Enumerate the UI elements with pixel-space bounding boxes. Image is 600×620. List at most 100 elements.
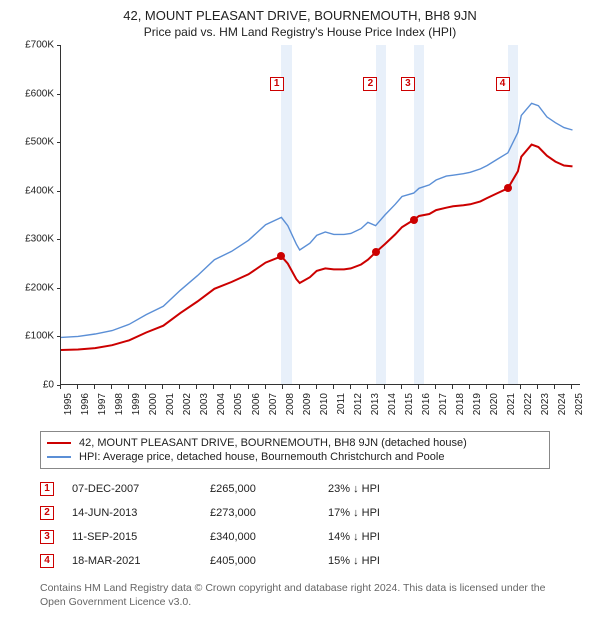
x-tick [554,385,555,389]
x-tick [469,385,470,389]
sale-date: 14-JUN-2013 [72,507,192,519]
x-tick-label: 1999 [131,393,142,415]
y-axis: £0£100K£200K£300K£400K£500K£600K£700K [10,45,58,385]
x-tick [196,385,197,389]
y-tick-label: £500K [25,137,54,148]
legend-swatch [47,456,71,457]
y-tick [57,239,61,240]
x-tick-label: 2023 [540,393,551,415]
line-layer [61,45,581,385]
x-tick-label: 2017 [438,393,449,415]
sale-dot [504,184,512,192]
sale-marker-1: 1 [270,77,284,91]
x-axis: 1995199619971998199920002001200220032004… [60,387,580,427]
x-tick-label: 2002 [182,393,193,415]
y-tick [57,191,61,192]
sale-marker-2: 2 [363,77,377,91]
legend-label: 42, MOUNT PLEASANT DRIVE, BOURNEMOUTH, B… [79,437,467,449]
chart-area: £0£100K£200K£300K£400K£500K£600K£700K 12… [10,45,590,425]
sales-row: 107-DEC-2007£265,00023% ↓ HPI [40,477,550,501]
x-tick-label: 2025 [574,393,585,415]
x-tick-label: 2014 [387,393,398,415]
sale-delta: 17% ↓ HPI [328,507,428,519]
x-tick [486,385,487,389]
x-tick [128,385,129,389]
x-tick-label: 2009 [302,393,313,415]
sale-date: 11-SEP-2015 [72,531,192,543]
x-tick [401,385,402,389]
x-tick-label: 1998 [114,393,125,415]
chart-title: 42, MOUNT PLEASANT DRIVE, BOURNEMOUTH, B… [10,8,590,23]
y-tick-label: £300K [25,234,54,245]
footnote: Contains HM Land Registry data © Crown c… [40,581,550,609]
y-tick-label: £0 [43,380,54,391]
sale-marker-inline: 2 [40,506,54,520]
x-tick [452,385,453,389]
y-tick-label: £200K [25,282,54,293]
x-tick-label: 2012 [353,393,364,415]
x-tick [282,385,283,389]
y-tick-label: £700K [25,40,54,51]
sale-dot [277,252,285,260]
sales-table: 107-DEC-2007£265,00023% ↓ HPI214-JUN-201… [40,477,550,573]
sale-price: £405,000 [210,555,310,567]
sale-delta: 14% ↓ HPI [328,531,428,543]
x-tick [316,385,317,389]
y-tick [57,336,61,337]
x-tick-label: 2013 [370,393,381,415]
sale-marker-inline: 1 [40,482,54,496]
sale-delta: 23% ↓ HPI [328,483,428,495]
x-tick-label: 2021 [506,393,517,415]
sale-date: 18-MAR-2021 [72,555,192,567]
sale-date: 07-DEC-2007 [72,483,192,495]
x-tick [520,385,521,389]
x-tick-label: 2006 [251,393,262,415]
series-hpi [61,103,573,337]
sale-dot [410,216,418,224]
y-tick [57,142,61,143]
y-tick [57,45,61,46]
x-tick-label: 2007 [268,393,279,415]
x-tick [162,385,163,389]
x-tick [77,385,78,389]
x-tick [299,385,300,389]
x-tick-label: 2016 [421,393,432,415]
x-tick [60,385,61,389]
x-tick [213,385,214,389]
legend-box: 42, MOUNT PLEASANT DRIVE, BOURNEMOUTH, B… [40,431,550,469]
x-tick-label: 1997 [97,393,108,415]
legend-row: HPI: Average price, detached house, Bour… [47,450,543,464]
x-tick-label: 2000 [148,393,159,415]
chart-subtitle: Price paid vs. HM Land Registry's House … [10,25,590,39]
sale-marker-3: 3 [401,77,415,91]
y-tick [57,94,61,95]
sale-marker-inline: 4 [40,554,54,568]
sales-row: 3 11-SEP-2015 £340,000 14% ↓ HPI [40,525,550,549]
x-tick-label: 2003 [199,393,210,415]
x-tick-label: 2005 [233,393,244,415]
sales-row: 418-MAR-2021£405,00015% ↓ HPI [40,549,550,573]
x-tick [230,385,231,389]
sale-price: £340,000 [210,531,310,543]
x-tick [350,385,351,389]
plot-region: 1 2 3 4 [60,45,580,385]
y-tick-label: £400K [25,185,54,196]
x-tick [418,385,419,389]
y-tick-label: £600K [25,88,54,99]
x-tick-label: 2022 [523,393,534,415]
x-tick-label: 2010 [319,393,330,415]
legend-swatch [47,442,71,444]
x-tick [248,385,249,389]
chart-container: 42, MOUNT PLEASANT DRIVE, BOURNEMOUTH, B… [0,0,600,620]
x-tick [384,385,385,389]
x-tick [503,385,504,389]
sales-row: 2 14-JUN-2013 £273,000 17% ↓ HPI [40,501,550,525]
sale-price: £273,000 [210,507,310,519]
x-tick [333,385,334,389]
sale-marker-inline: 3 [40,530,54,544]
legend-label: HPI: Average price, detached house, Bour… [79,451,444,463]
x-tick [571,385,572,389]
sale-marker-4: 4 [496,77,510,91]
y-tick [57,288,61,289]
x-tick [265,385,266,389]
